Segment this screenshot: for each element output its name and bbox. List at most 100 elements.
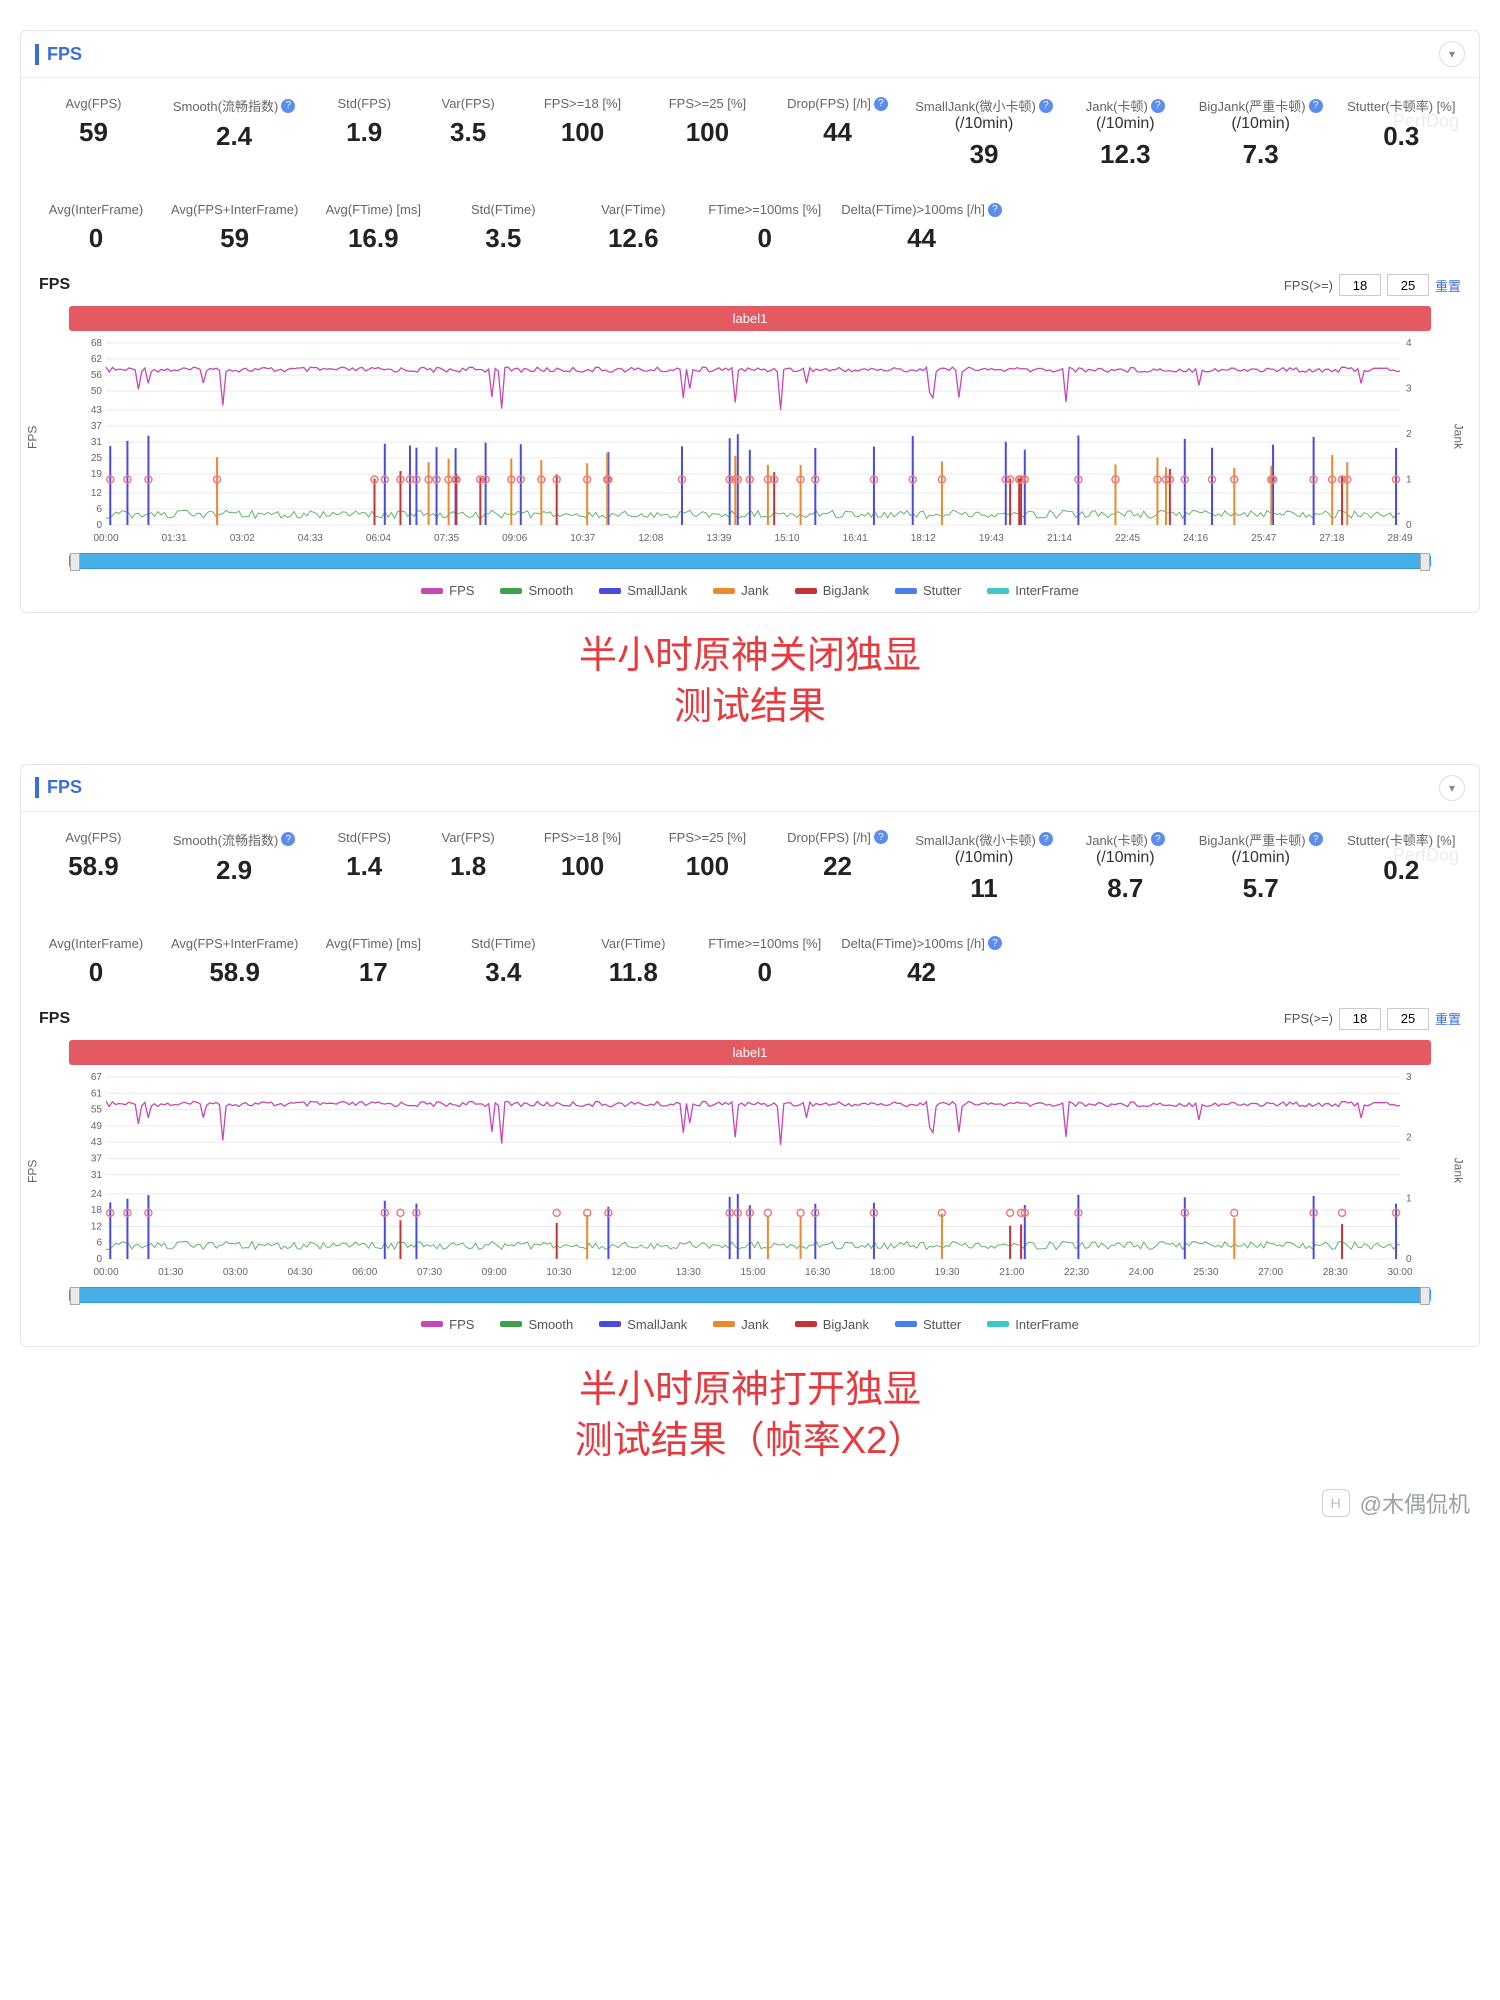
time-slider[interactable] (69, 553, 1431, 569)
metric-var_fps: Var(FPS)1.8 (416, 824, 520, 918)
metric-std_fps-label: Std(FPS) (337, 830, 390, 845)
svg-text:24: 24 (91, 1188, 103, 1199)
legend-label: Jank (741, 583, 768, 598)
metric-bigjank-sublabel: (/10min) (1198, 849, 1324, 867)
legend-item-smalljank[interactable]: SmallJank (599, 1317, 687, 1332)
fps-filter-input-2[interactable] (1387, 1008, 1429, 1030)
panel-caption: 半小时原神打开独显测试结果（帧率X2） (0, 1365, 1500, 1468)
legend-item-fps[interactable]: FPS (421, 583, 474, 598)
svg-text:25:30: 25:30 (1193, 1267, 1218, 1278)
metric-stutter: Stutter(卡顿率) [%]0.2 (1334, 824, 1469, 918)
legend-item-smooth[interactable]: Smooth (500, 1317, 573, 1332)
legend-label: Jank (741, 1317, 768, 1332)
metric-smalljank: SmallJank(微小卡顿)?(/10min)11 (905, 824, 1063, 918)
svg-text:3: 3 (1406, 1072, 1412, 1083)
metric-jank-sublabel: (/10min) (1073, 849, 1178, 867)
metric-var_fps-label: Var(FPS) (442, 96, 495, 111)
metric-avg_fps-label: Avg(FPS) (65, 830, 121, 845)
metric-fps25: FPS>=25 [%]100 (645, 824, 770, 918)
panel-caption: 半小时原神关闭独显测试结果 (0, 631, 1500, 734)
metric-ftime100-label: FTime>=100ms [%] (708, 202, 821, 217)
metric-drop: Drop(FPS) [/h]? 44 (770, 90, 905, 184)
help-icon[interactable]: ? (1151, 832, 1165, 846)
help-icon[interactable]: ? (1039, 99, 1053, 113)
legend-item-bigjank[interactable]: BigJank (795, 1317, 869, 1332)
metric-jank-value: 12.3 (1073, 139, 1178, 170)
legend-item-smalljank[interactable]: SmallJank (599, 583, 687, 598)
metric-avg_ftime-label: Avg(FTime) [ms] (326, 202, 421, 217)
metric-avg_fps_if-value: 58.9 (171, 957, 298, 988)
legend-swatch (987, 588, 1009, 594)
legend-swatch (713, 588, 735, 594)
metric-ftime100: FTime>=100ms [%] 0 (698, 196, 831, 268)
metric-avg_if: Avg(InterFrame)0 (31, 930, 161, 1002)
fps-filter-input-2[interactable] (1387, 274, 1429, 296)
footer-badge-icon: H (1322, 1489, 1350, 1517)
help-icon[interactable]: ? (874, 830, 888, 844)
help-icon[interactable]: ? (988, 203, 1002, 217)
metric-ftime100-value: 0 (708, 223, 821, 254)
svg-text:19:43: 19:43 (979, 533, 1004, 544)
chart-title: FPS (39, 276, 70, 294)
fps-panel: PerfDogFPS▾Avg(FPS)59Smooth(流畅指数)?2.4Std… (20, 30, 1480, 613)
slider-handle-left[interactable] (70, 1287, 80, 1305)
svg-text:00:00: 00:00 (93, 1267, 118, 1278)
metric-std_ftime-value: 3.5 (448, 223, 558, 254)
metric-bigjank-label: BigJank(严重卡顿) (1199, 96, 1306, 115)
legend-item-interframe[interactable]: InterFrame (987, 583, 1079, 598)
metric-stutter: Stutter(卡顿率) [%]0.3 (1334, 90, 1469, 184)
yaxis-left-label: FPS (26, 1159, 40, 1182)
legend-item-stutter[interactable]: Stutter (895, 583, 961, 598)
chart-label-bar[interactable]: label1 (69, 1040, 1431, 1065)
fps-filter-input-1[interactable] (1339, 274, 1381, 296)
svg-text:13:39: 13:39 (706, 533, 731, 544)
metrics-row1: Avg(FPS)58.9Smooth(流畅指数)?2.9Std(FPS)1.4V… (21, 812, 1479, 918)
help-icon[interactable]: ? (1039, 832, 1053, 846)
metric-avg_if-label: Avg(InterFrame) (49, 936, 143, 951)
help-icon[interactable]: ? (1309, 99, 1323, 113)
help-icon[interactable]: ? (988, 936, 1002, 950)
metric-fps25-value: 100 (655, 117, 760, 148)
slider-handle-right[interactable] (1420, 1287, 1430, 1305)
legend-label: Stutter (923, 1317, 961, 1332)
help-icon[interactable]: ? (281, 99, 295, 113)
collapse-button[interactable]: ▾ (1439, 775, 1465, 801)
fps-filter-input-1[interactable] (1339, 1008, 1381, 1030)
metric-smooth-label: Smooth(流畅指数) (173, 830, 278, 849)
help-icon[interactable]: ? (1309, 832, 1323, 846)
legend-swatch (795, 1321, 817, 1327)
collapse-button[interactable]: ▾ (1439, 41, 1465, 67)
metrics-row1: Avg(FPS)59Smooth(流畅指数)?2.4Std(FPS)1.9Var… (21, 78, 1479, 184)
metric-jank-label: Jank(卡顿) (1086, 830, 1148, 849)
legend-item-smooth[interactable]: Smooth (500, 583, 573, 598)
legend-item-bigjank[interactable]: BigJank (795, 583, 869, 598)
help-icon[interactable]: ? (1151, 99, 1165, 113)
help-icon[interactable]: ? (281, 832, 295, 846)
metric-drop-value: 44 (780, 117, 895, 148)
metric-drop-label: Drop(FPS) [/h] (787, 96, 871, 111)
svg-text:00:00: 00:00 (93, 533, 118, 544)
legend-item-stutter[interactable]: Stutter (895, 1317, 961, 1332)
legend-item-interframe[interactable]: InterFrame (987, 1317, 1079, 1332)
svg-text:09:06: 09:06 (502, 533, 527, 544)
slider-handle-left[interactable] (70, 553, 80, 571)
fps-filter-reset[interactable]: 重置 (1435, 276, 1461, 295)
metric-var_fps-value: 3.5 (426, 117, 510, 148)
legend-label: SmallJank (627, 583, 687, 598)
fps-filter-reset[interactable]: 重置 (1435, 1009, 1461, 1028)
time-slider[interactable] (69, 1287, 1431, 1303)
legend-item-jank[interactable]: Jank (713, 583, 768, 598)
legend-label: BigJank (823, 1317, 869, 1332)
svg-text:24:16: 24:16 (1183, 533, 1208, 544)
metric-jank: Jank(卡顿)?(/10min)8.7 (1063, 824, 1188, 918)
metric-var_fps-value: 1.8 (426, 851, 510, 882)
legend-label: FPS (449, 583, 474, 598)
legend-item-jank[interactable]: Jank (713, 1317, 768, 1332)
legend-item-fps[interactable]: FPS (421, 1317, 474, 1332)
metric-delta100-label: Delta(FTime)>100ms [/h] (841, 202, 985, 217)
svg-text:21:14: 21:14 (1047, 533, 1072, 544)
help-icon[interactable]: ? (874, 97, 888, 111)
slider-handle-right[interactable] (1420, 553, 1430, 571)
chart-label-bar[interactable]: label1 (69, 306, 1431, 331)
metric-drop: Drop(FPS) [/h]?22 (770, 824, 905, 918)
